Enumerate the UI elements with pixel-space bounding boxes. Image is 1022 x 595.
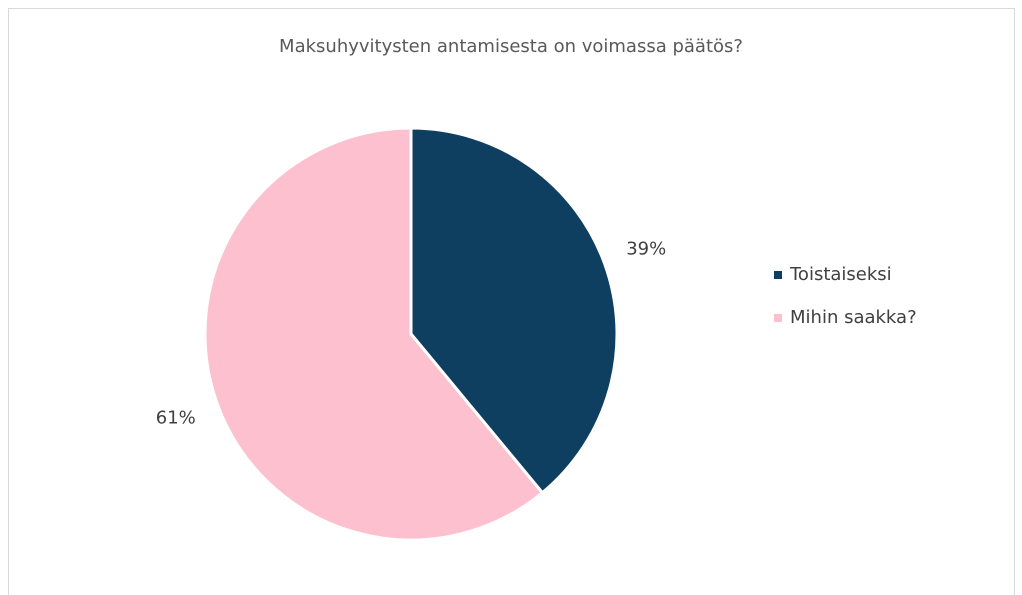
data-label: 61% — [156, 408, 196, 429]
legend-label: Mihin saakka? — [790, 307, 917, 328]
legend-marker — [774, 271, 782, 279]
data-label: 39% — [626, 238, 666, 259]
pie-slice — [409, 126, 619, 495]
pie-slice — [203, 126, 545, 542]
chart-title: Maksuhyvitysten antamisesta on voimassa … — [279, 36, 743, 57]
legend-label: Toistaiseksi — [789, 264, 892, 285]
legend-marker — [774, 314, 782, 322]
